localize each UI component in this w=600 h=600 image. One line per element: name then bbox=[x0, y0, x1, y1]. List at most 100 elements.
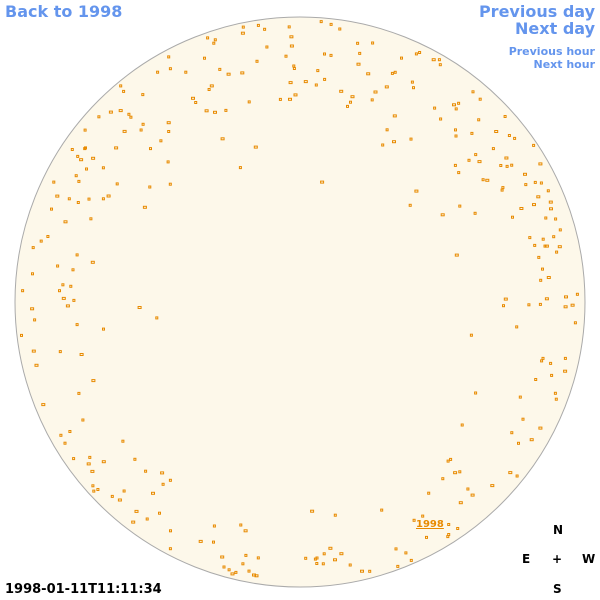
back-link[interactable]: Back to 1998 bbox=[5, 2, 123, 21]
spot bbox=[458, 501, 463, 505]
spot bbox=[34, 363, 39, 367]
spot bbox=[409, 558, 413, 562]
spot bbox=[518, 395, 522, 399]
spot bbox=[241, 562, 245, 566]
spot bbox=[554, 397, 558, 401]
spot bbox=[241, 25, 245, 29]
spot bbox=[533, 243, 537, 247]
spot bbox=[52, 180, 56, 184]
spot bbox=[438, 63, 442, 67]
spot bbox=[121, 439, 125, 443]
spot bbox=[515, 325, 519, 329]
compass-west: W bbox=[582, 552, 596, 566]
spot bbox=[563, 305, 568, 309]
spot bbox=[90, 469, 95, 473]
spot bbox=[421, 514, 425, 518]
spot bbox=[356, 62, 361, 66]
next-hour-link[interactable]: Next hour bbox=[533, 58, 596, 71]
spot bbox=[145, 517, 149, 521]
spot bbox=[238, 166, 242, 170]
spot bbox=[289, 35, 294, 39]
spot bbox=[87, 197, 91, 201]
spot bbox=[546, 276, 551, 279]
spot bbox=[320, 180, 325, 184]
spot bbox=[168, 547, 172, 551]
spot bbox=[168, 182, 172, 186]
spot bbox=[91, 484, 95, 488]
spot bbox=[515, 474, 519, 478]
spot bbox=[33, 318, 37, 322]
spot bbox=[350, 95, 355, 99]
spot bbox=[31, 272, 34, 276]
spot bbox=[167, 55, 171, 59]
spot bbox=[166, 121, 171, 125]
spot bbox=[213, 38, 217, 42]
spot bbox=[328, 546, 333, 550]
spot bbox=[414, 189, 419, 193]
spot bbox=[160, 471, 165, 475]
spot bbox=[59, 433, 63, 437]
spot bbox=[570, 303, 575, 307]
spot bbox=[265, 45, 269, 49]
spot bbox=[437, 58, 441, 62]
previous-day-link[interactable]: Previous day bbox=[478, 2, 595, 21]
spot bbox=[521, 417, 525, 421]
year-label[interactable]: 1998 bbox=[416, 519, 444, 530]
spot bbox=[71, 268, 75, 272]
spot bbox=[456, 527, 460, 530]
spot bbox=[168, 478, 172, 482]
next-day-link[interactable]: Next day bbox=[515, 19, 595, 38]
spot bbox=[425, 535, 428, 539]
spot bbox=[329, 22, 333, 26]
spot bbox=[191, 96, 195, 100]
spot bbox=[394, 547, 398, 551]
spot bbox=[20, 333, 23, 337]
spot bbox=[543, 244, 547, 248]
spot bbox=[91, 379, 96, 383]
spot bbox=[481, 178, 485, 182]
spot bbox=[212, 524, 216, 528]
spot bbox=[56, 264, 60, 268]
spot bbox=[226, 72, 231, 76]
spot bbox=[503, 115, 507, 118]
spot bbox=[122, 489, 126, 493]
spot bbox=[563, 369, 568, 373]
spot bbox=[222, 565, 226, 569]
spot bbox=[381, 143, 385, 147]
spot bbox=[538, 426, 543, 430]
spot bbox=[50, 207, 53, 211]
spot bbox=[573, 321, 577, 325]
spot bbox=[316, 69, 320, 73]
spot bbox=[441, 477, 445, 481]
spot bbox=[86, 462, 91, 466]
spot bbox=[161, 482, 165, 486]
spot bbox=[323, 52, 326, 56]
spot bbox=[333, 513, 337, 517]
spot bbox=[158, 511, 161, 515]
spot bbox=[538, 302, 542, 306]
spot bbox=[467, 158, 471, 162]
spot bbox=[234, 570, 238, 574]
spot bbox=[207, 88, 211, 91]
spot bbox=[70, 148, 74, 151]
spot bbox=[76, 201, 80, 204]
spot bbox=[110, 494, 114, 498]
spot bbox=[524, 183, 528, 187]
spot bbox=[108, 110, 113, 114]
spot bbox=[503, 297, 508, 301]
spot bbox=[541, 237, 545, 241]
spot bbox=[491, 147, 495, 151]
spot bbox=[46, 235, 50, 238]
spot bbox=[97, 115, 101, 119]
spot bbox=[575, 292, 579, 296]
spot bbox=[102, 327, 105, 331]
spot bbox=[348, 563, 352, 567]
spot bbox=[390, 71, 394, 75]
spot bbox=[519, 207, 524, 210]
spot bbox=[310, 509, 315, 513]
spot bbox=[122, 129, 127, 133]
spot bbox=[349, 100, 352, 104]
spot bbox=[212, 540, 215, 544]
spot bbox=[527, 303, 531, 307]
previous-hour-link[interactable]: Previous hour bbox=[508, 45, 595, 58]
